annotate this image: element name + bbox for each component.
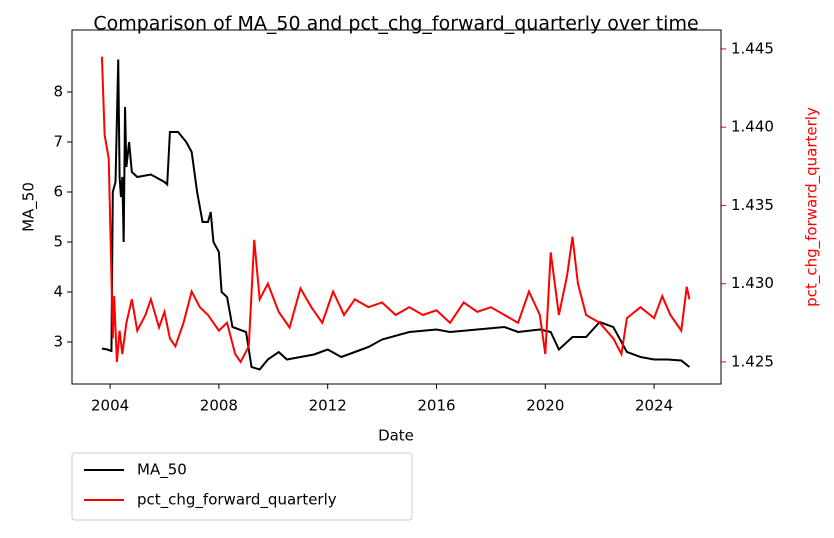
plot-frame	[71, 29, 722, 385]
legend-label: pct_chg_forward_quarterly	[137, 491, 337, 510]
y2-tick-label: 1.440	[731, 118, 774, 136]
x-tick-label: 2016	[417, 397, 455, 415]
x-tick-label: 2020	[526, 397, 564, 415]
y-tick-label: 7	[53, 133, 63, 151]
y2-axis-label: pct_chg_forward_quarterly	[803, 107, 822, 307]
series-line	[100, 56, 691, 364]
chart-title: Comparison of MA_50 and pct_chg_forward_…	[93, 13, 698, 35]
x-axis-label: Date	[378, 427, 414, 445]
legend-label: MA_50	[137, 461, 187, 480]
y-tick-label: 5	[53, 233, 63, 251]
x-tick-label: 2008	[200, 397, 238, 415]
y-tick-label: 4	[53, 283, 63, 301]
y2-tick-label: 1.435	[731, 196, 774, 214]
y-tick-label: 3	[53, 333, 63, 351]
y-tick-label: 6	[53, 183, 63, 201]
x-tick-label: 2012	[309, 397, 347, 415]
x-tick-label: 2004	[91, 397, 129, 415]
legend-box	[71, 452, 413, 521]
series-line	[101, 59, 691, 371]
x-tick-label: 2024	[635, 397, 673, 415]
y-tick-label: 8	[53, 83, 63, 101]
y2-tick-label: 1.445	[731, 39, 774, 57]
y2-tick-label: 1.425	[731, 352, 774, 370]
y-axis-label: MA_50	[20, 182, 39, 232]
y2-tick-label: 1.430	[731, 274, 774, 292]
